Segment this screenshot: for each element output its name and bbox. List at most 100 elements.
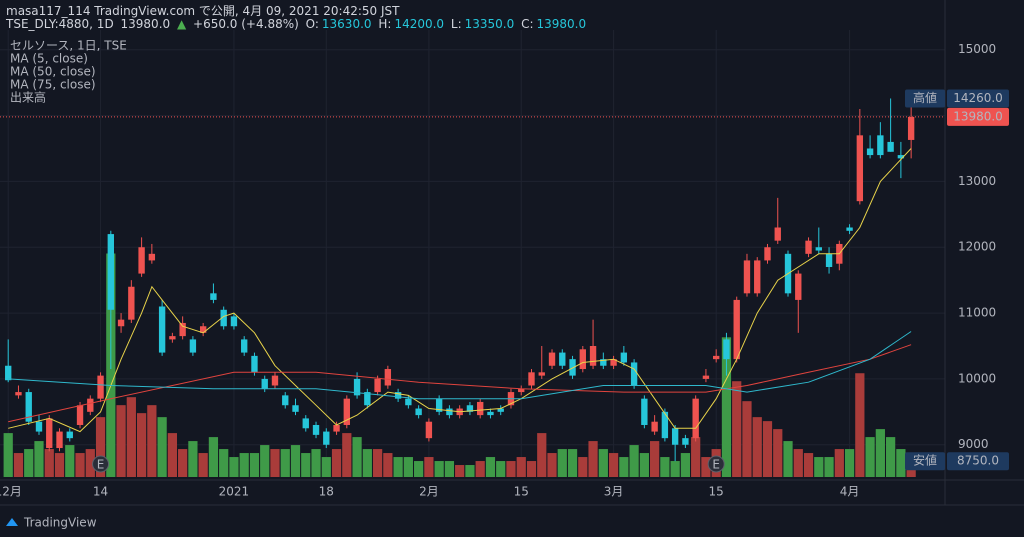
volume-bar [526, 461, 537, 477]
volume-bar [485, 457, 496, 477]
arrow: ▲ [176, 17, 187, 31]
change: +650.0 (+4.88%) [193, 17, 299, 31]
volume-bar [742, 401, 752, 477]
candle-body [764, 247, 771, 261]
candle-body [138, 247, 145, 274]
candle-body [846, 227, 853, 231]
volume-bar [824, 457, 834, 477]
volume-bar [844, 449, 855, 477]
candle-body [343, 398, 350, 425]
candle-body [56, 431, 63, 449]
volume-bar [896, 449, 906, 477]
candle-body [805, 240, 812, 254]
x-tick-label: 15 [514, 485, 529, 499]
candle-body [107, 234, 114, 310]
volume-bar [506, 461, 516, 477]
volume-bar [34, 441, 44, 477]
volume-bar [567, 449, 578, 477]
volume-bar [496, 461, 506, 477]
candle-body [548, 352, 556, 366]
candle-body [302, 418, 309, 429]
volume-bar [383, 453, 393, 477]
volume-bar [362, 449, 372, 477]
volume-bar [342, 433, 352, 477]
c-value: 13980.0 [536, 17, 587, 31]
legend-symbol: セルソース, 1日, TSE [10, 39, 127, 53]
event-label: E [97, 458, 105, 472]
candle-body [435, 398, 443, 412]
candle-body [589, 345, 597, 366]
volume-bar [773, 429, 783, 477]
candle-body [897, 155, 905, 159]
legend-entry: 出来高 [10, 90, 46, 105]
volume-bar [424, 457, 434, 477]
volume-bar [557, 449, 567, 477]
candle-body [518, 388, 525, 393]
candle-body [866, 148, 874, 156]
candle-body [394, 392, 402, 399]
candle-body [702, 375, 710, 379]
candle-body [251, 355, 258, 373]
candle-body [384, 369, 392, 386]
volume-bar [280, 449, 290, 477]
candle-body [559, 352, 566, 366]
volume-bar [65, 445, 75, 477]
candle-body [323, 431, 330, 445]
volume-bar [95, 417, 106, 477]
publish-info: masa117_114 TradingView.com で公開, 4月 09, … [6, 4, 400, 18]
volume-bar [588, 441, 598, 477]
candle-body [630, 362, 638, 386]
header-line1: masa117_114 TradingView.com で公開, 4月 09, … [6, 2, 402, 19]
volume-bar [3, 433, 13, 477]
volume-bar [875, 429, 885, 477]
volume-bar [116, 405, 126, 477]
h-label: H: [378, 17, 392, 31]
volume-bar [701, 457, 711, 477]
candle-body [35, 421, 43, 432]
volume-bar [178, 449, 188, 477]
volume-bar [465, 465, 475, 477]
candle-body [364, 392, 371, 406]
volume-bar [619, 457, 629, 477]
candle-body [46, 418, 53, 449]
candle-body [425, 421, 433, 439]
volume-bar [414, 461, 424, 477]
c-label: C: [521, 17, 534, 31]
ma-line [8, 148, 912, 433]
volume-bar [855, 373, 865, 477]
volume-bar [188, 441, 198, 477]
volume-bar [547, 453, 557, 477]
candle-body [579, 349, 586, 370]
l-value: 13350.0 [464, 17, 515, 31]
plot-background [0, 30, 945, 477]
candle-body [856, 135, 864, 202]
marker-box [947, 452, 1009, 471]
event-marker [92, 455, 110, 473]
brand-label: TradingView [23, 516, 97, 530]
volume-bar [886, 437, 896, 477]
candle-body [271, 375, 279, 386]
volume-bar [762, 421, 773, 477]
x-tick-label: 14 [93, 485, 108, 499]
volume-bar [372, 449, 383, 477]
y-tick-label: 13000 [958, 174, 996, 188]
marker-box [905, 89, 945, 108]
candle-body [405, 398, 412, 406]
candle-body [569, 359, 576, 376]
candle-body [292, 405, 299, 412]
candle-body [743, 260, 751, 294]
marker-box [947, 107, 1009, 126]
candle-body [661, 411, 669, 439]
volume-bar [54, 453, 65, 477]
candle-body [466, 405, 474, 412]
h-value: 14200.0 [394, 17, 445, 31]
volume-bar [721, 337, 732, 477]
candle-body [128, 286, 135, 320]
candle-body [907, 116, 915, 140]
candle-body [261, 378, 268, 389]
ma-line [8, 331, 912, 400]
volume-bar [455, 465, 465, 477]
candle-body [877, 135, 884, 156]
